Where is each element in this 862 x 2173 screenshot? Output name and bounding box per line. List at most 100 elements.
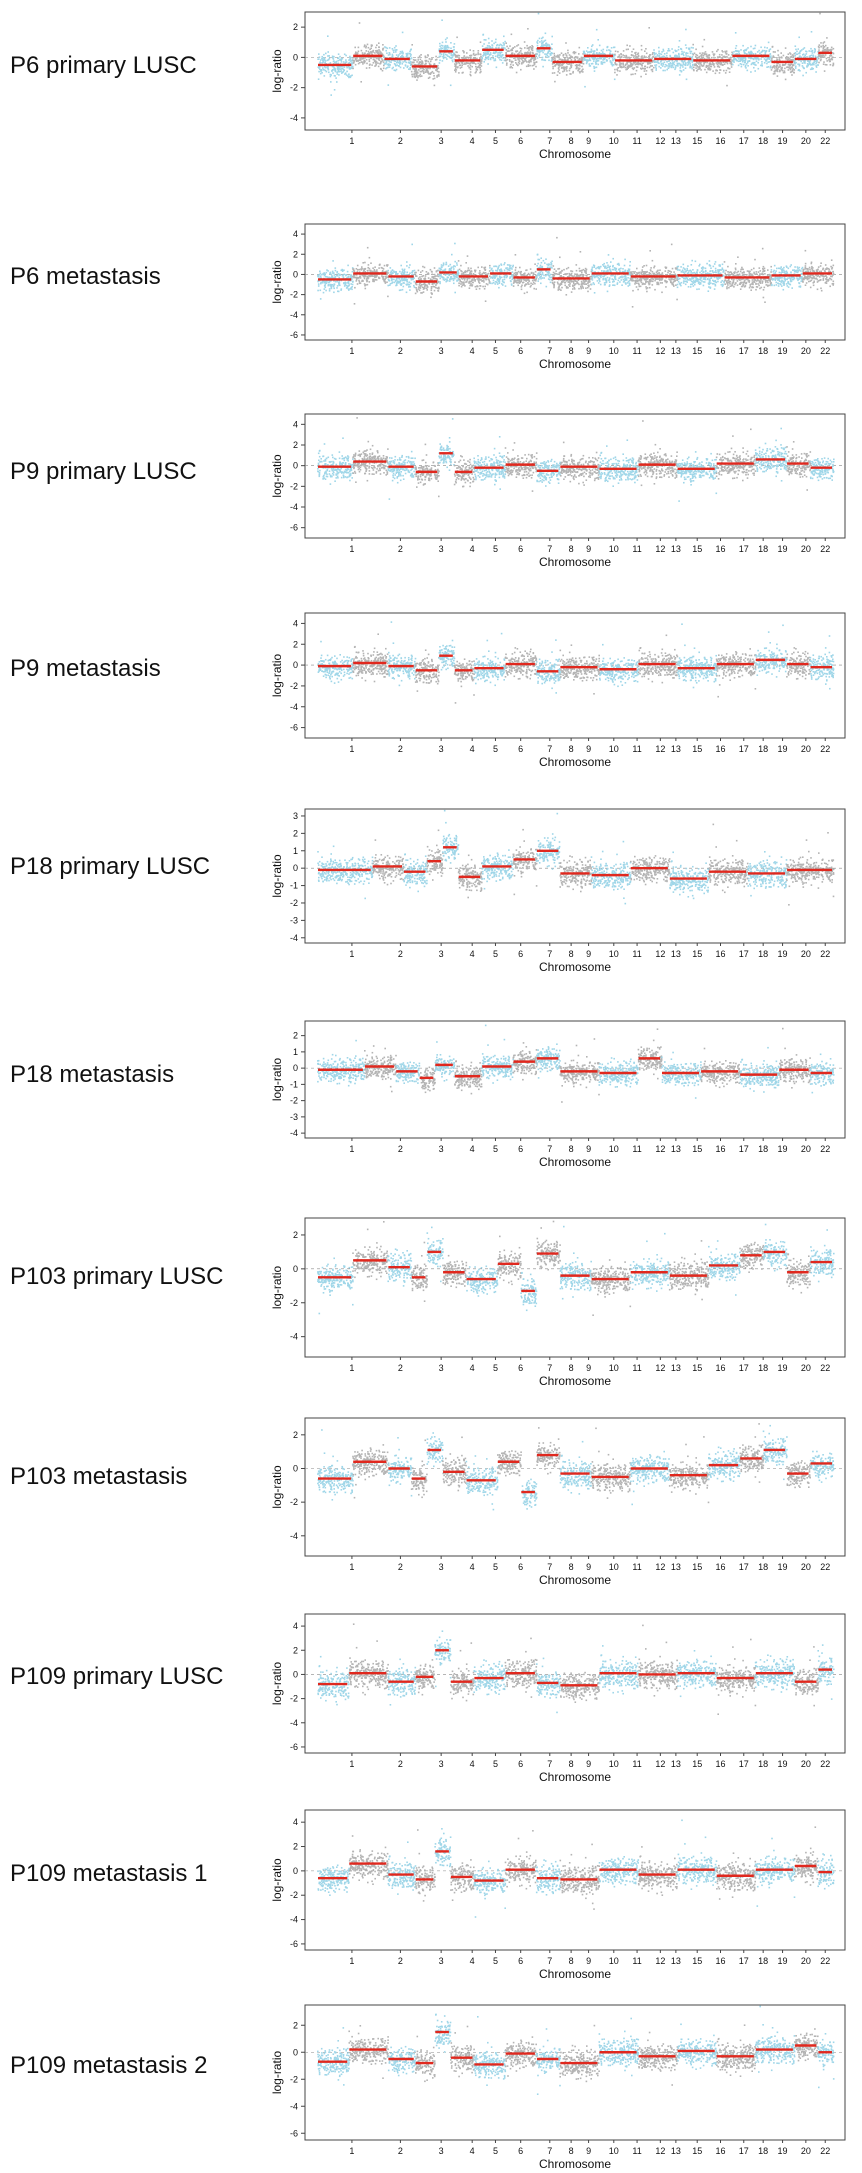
scatter-point <box>337 73 339 75</box>
scatter-point <box>574 273 576 275</box>
scatter-point <box>721 54 723 56</box>
scatter-point <box>689 49 691 51</box>
scatter-point <box>390 267 392 269</box>
scatter-point <box>369 61 371 63</box>
scatter-point <box>593 60 595 62</box>
scatter-point <box>621 56 623 58</box>
scatter-point <box>389 64 391 66</box>
scatter-point <box>334 274 336 276</box>
scatter-point <box>512 266 514 268</box>
scatter-point <box>332 260 334 262</box>
scatter-point <box>534 57 536 59</box>
scatter-point <box>511 34 513 36</box>
scatter-point <box>424 286 426 288</box>
scatter-point <box>638 52 640 54</box>
scatter-point <box>493 43 495 45</box>
scatter-point <box>542 66 544 68</box>
scatter-point <box>411 71 413 73</box>
scatter-point <box>691 47 693 49</box>
scatter-point <box>712 70 714 72</box>
scatter-point <box>375 276 377 278</box>
scatter-point <box>562 59 564 61</box>
scatter-point <box>531 45 533 47</box>
scatter-point <box>396 60 398 62</box>
scatter-point <box>424 277 426 279</box>
scatter-point <box>616 74 618 76</box>
scatter-point <box>329 272 331 274</box>
scatter-point <box>338 282 340 284</box>
scatter-point <box>412 270 414 272</box>
scatter-point <box>465 271 467 273</box>
scatter-point <box>485 272 487 274</box>
scatter-point <box>438 71 440 73</box>
scatter-point <box>441 264 443 266</box>
scatter-point <box>817 64 819 66</box>
scatter-point <box>550 277 552 279</box>
scatter-point <box>567 287 569 289</box>
scatter-point <box>818 46 820 48</box>
scatter-point <box>664 70 666 72</box>
scatter-point <box>343 61 345 63</box>
scatter-point <box>753 59 755 61</box>
scatter-point <box>578 280 580 282</box>
scatter-point <box>812 50 814 52</box>
scatter-point <box>562 55 564 57</box>
scatter-point <box>528 64 530 66</box>
scatter-point <box>499 282 501 284</box>
scatter-point <box>501 59 503 61</box>
scatter-point <box>431 288 433 290</box>
scatter-point <box>331 288 333 290</box>
x-tick-label: 16 <box>715 136 725 146</box>
scatter-point <box>323 292 325 294</box>
scatter-point <box>496 67 498 69</box>
scatter-point <box>522 60 524 62</box>
scatter-point <box>415 272 417 274</box>
scatter-point <box>345 55 347 57</box>
scatter-point <box>800 61 802 63</box>
scatter-point <box>449 280 451 282</box>
scatter-point <box>774 51 776 53</box>
scatter-point <box>570 280 572 282</box>
scatter-point <box>776 66 778 68</box>
scatter-point <box>340 68 342 70</box>
scatter-point <box>333 58 335 60</box>
scatter-point <box>629 45 631 47</box>
scatter-point <box>470 55 472 57</box>
scatter-point <box>790 65 792 67</box>
scatter-point <box>590 278 592 280</box>
scatter-point <box>413 61 415 63</box>
scatter-point <box>574 288 576 290</box>
scatter-point <box>433 278 435 280</box>
scatter-point <box>516 45 518 47</box>
scatter-point <box>728 54 730 56</box>
scatter-point <box>617 67 619 69</box>
scatter-point <box>406 281 408 283</box>
scatter-point <box>823 63 825 65</box>
scatter-point <box>330 284 332 286</box>
scatter-point <box>402 63 404 65</box>
scatter-point <box>811 67 813 69</box>
scatter-point <box>579 47 581 49</box>
scatter-point <box>527 282 529 284</box>
scatter-point <box>726 53 728 55</box>
scatter-point <box>809 63 811 65</box>
scatter-point <box>594 70 596 72</box>
scatter-point <box>532 52 534 54</box>
scatter-point <box>622 66 624 68</box>
scatter-point <box>572 72 574 74</box>
scatter-point <box>442 60 444 62</box>
scatter-point <box>429 283 431 285</box>
scatter-point <box>445 57 447 59</box>
scatter-point <box>534 59 536 61</box>
scatter-point <box>487 54 489 56</box>
scatter-point <box>745 59 747 61</box>
scatter-point <box>768 58 770 60</box>
scatter-point <box>439 274 441 276</box>
scatter-point <box>411 278 413 280</box>
scatter-point <box>386 271 388 273</box>
scatter-point <box>354 287 356 289</box>
scatter-point <box>543 260 545 262</box>
scatter-point <box>641 65 643 67</box>
scatter-point <box>717 49 719 51</box>
scatter-point <box>832 65 834 67</box>
